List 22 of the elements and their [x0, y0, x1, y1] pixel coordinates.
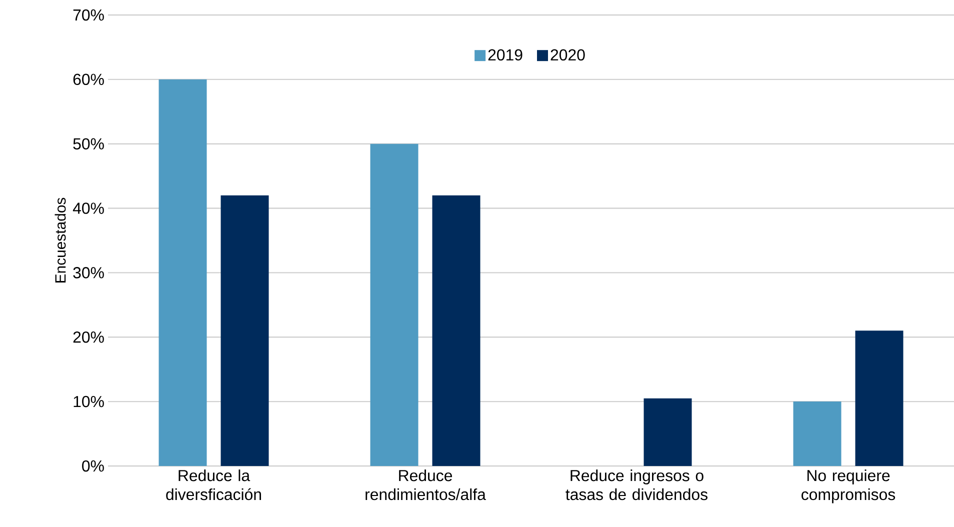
y-tick-label: 60%: [73, 74, 104, 86]
y-tick-label: 50%: [73, 138, 104, 150]
bar: [158, 79, 207, 466]
y-tick-label: 70%: [73, 9, 104, 21]
x-tick-label: Reduce rendimientos/alfa: [366, 470, 486, 500]
y-tick-label: 30%: [73, 267, 104, 278]
y-tick-label: 10%: [74, 396, 104, 408]
legend-label: 2020: [550, 49, 585, 61]
bar: [855, 330, 904, 466]
x-tick-label: Reduce ingresos o tasas de dividendos: [566, 470, 708, 500]
y-tick-label: 40%: [72, 202, 104, 214]
y-tick-label: 0%: [82, 460, 104, 472]
bar: [220, 195, 269, 466]
bar: [644, 398, 692, 466]
x-tick-label: Reduce la diversficación: [166, 470, 261, 500]
x-tick-label: No requiere compromisos: [802, 470, 896, 504]
bar: [432, 195, 480, 466]
bar: [793, 402, 842, 466]
y-axis-title: Encuestados: [54, 198, 66, 282]
bar: [370, 144, 418, 466]
legend-label: 2019: [488, 49, 522, 61]
y-tick-label: 20%: [73, 331, 104, 343]
